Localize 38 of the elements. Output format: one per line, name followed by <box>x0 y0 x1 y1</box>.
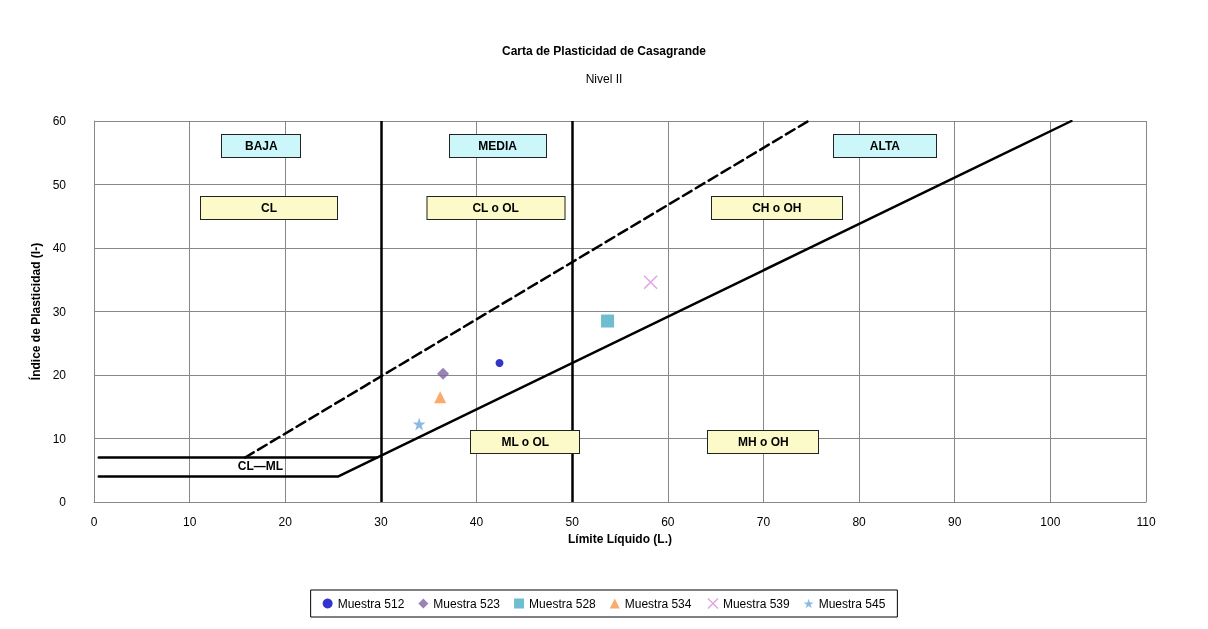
legend-label: Muestra 539 <box>722 596 790 611</box>
x-tick-label: 110 <box>1136 515 1156 529</box>
annotation: MEDIA <box>477 139 518 154</box>
chart-title: Carta de Plasticidad de Casagrande <box>501 44 707 58</box>
annotation: ALTA <box>868 139 901 154</box>
annotation: CL o OL <box>471 200 520 215</box>
chart-subtitle: Nivel II <box>585 72 623 86</box>
x-axis-title: Límite Líquido (L.) <box>568 531 672 546</box>
legend-label: Muestra 512 <box>337 596 405 611</box>
y-tick-label: 60 <box>52 114 67 128</box>
y-tick-label: 10 <box>52 431 67 446</box>
y-tick-label: 0 <box>59 495 67 509</box>
y-tick-label: 20 <box>52 368 67 382</box>
x-tick-label: 10 <box>182 515 197 529</box>
annotation: BAJA <box>244 139 279 154</box>
x-tick-label: 50 <box>565 515 580 529</box>
legend-label: Muestra 528 <box>529 596 597 611</box>
legend-label: Muestra 523 <box>433 596 501 611</box>
x-tick-label: 40 <box>469 515 484 529</box>
annotation: MH o OH <box>737 435 790 450</box>
legend-label: Muestra 545 <box>818 596 886 611</box>
y-tick-label: 50 <box>52 177 67 192</box>
x-tick-label: 70 <box>756 515 771 529</box>
y-tick-label: 40 <box>52 241 67 255</box>
x-tick-label: 0 <box>90 515 98 529</box>
annotation: ML o OL <box>500 435 551 450</box>
x-tick-label: 90 <box>948 515 962 529</box>
y-axis-title: Índice de Plasticidad (I-) <box>27 242 43 381</box>
x-tick-label: 60 <box>661 515 675 529</box>
annotation: CH o OH <box>751 200 803 215</box>
x-tick-label: 20 <box>278 515 293 529</box>
y-tick-label: 30 <box>52 304 67 319</box>
legend-label: Muestra 534 <box>624 596 692 611</box>
x-tick-label: 30 <box>374 515 388 529</box>
x-tick-label: 80 <box>852 515 867 529</box>
annotation: CL—ML <box>236 459 285 474</box>
annotation: CL <box>260 200 278 215</box>
x-tick-label: 100 <box>1040 515 1061 529</box>
